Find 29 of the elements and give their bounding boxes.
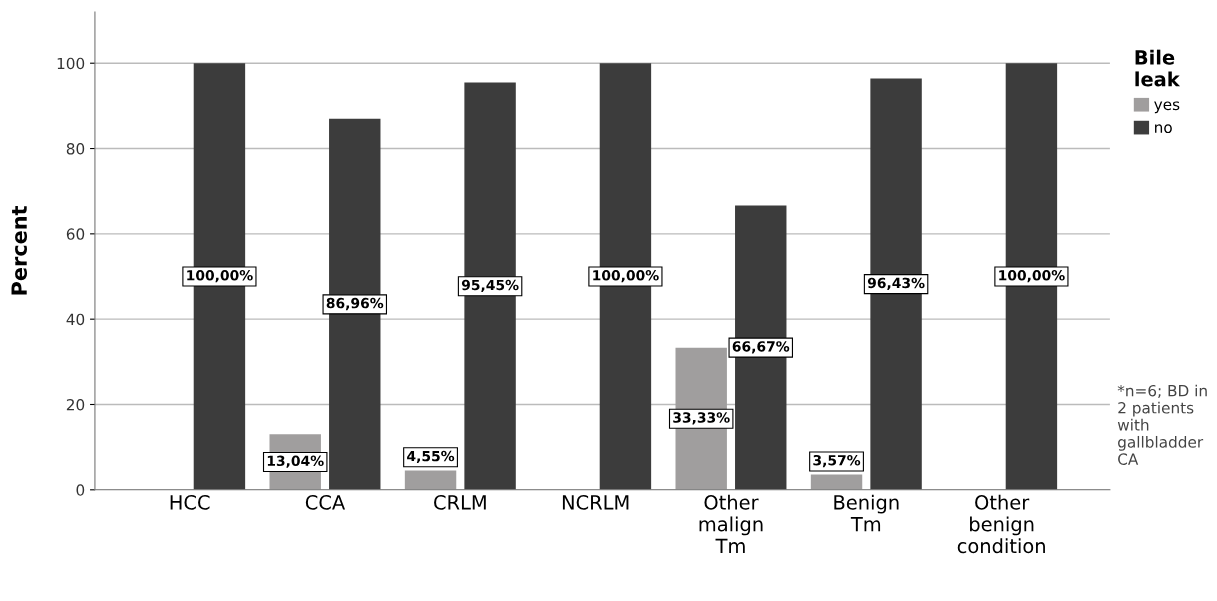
data-label: 100,00% <box>999 270 1065 283</box>
x-tick-label: Other malign Tm <box>699 494 763 553</box>
y-tick-label: 0 <box>76 484 85 496</box>
data-label: 33,33% <box>673 412 730 425</box>
data-label: 4,55% <box>407 450 455 464</box>
data-label: 100,00% <box>593 270 659 283</box>
data-label: 95,45% <box>461 279 519 293</box>
y-axis-title: Percent <box>11 205 28 295</box>
y-tick-label: 80 <box>66 143 85 155</box>
y-tick-label: 20 <box>66 398 85 411</box>
data-label: 13,04% <box>267 455 324 468</box>
data-label: 100,00% <box>187 270 253 283</box>
text: *n=6; BD in 2 patients with gallbladder CA <box>1117 384 1207 465</box>
x-tick-label: CRLM <box>434 495 486 510</box>
y-tick-label: 40 <box>66 313 85 326</box>
y-tick-label: 100 <box>57 57 85 70</box>
x-tick-label: HCC <box>170 495 210 510</box>
data-label: 96,43% <box>867 277 925 290</box>
legend-title: Bile leak <box>1135 49 1181 87</box>
x-tick-label: Other benign condition <box>957 494 1045 554</box>
data-label: 66,67% <box>732 341 790 354</box>
x-tick-label: NCRLM <box>562 495 629 510</box>
x-tick-label: CCA <box>305 495 346 510</box>
data-label: 3,57% <box>813 454 861 468</box>
legend-label: no <box>1155 124 1172 134</box>
data-label: 86,96% <box>326 297 384 311</box>
legend-label: yes <box>1154 101 1180 114</box>
y-tick-label: 60 <box>66 228 85 240</box>
x-tick-label: Benign Tm <box>834 494 899 532</box>
